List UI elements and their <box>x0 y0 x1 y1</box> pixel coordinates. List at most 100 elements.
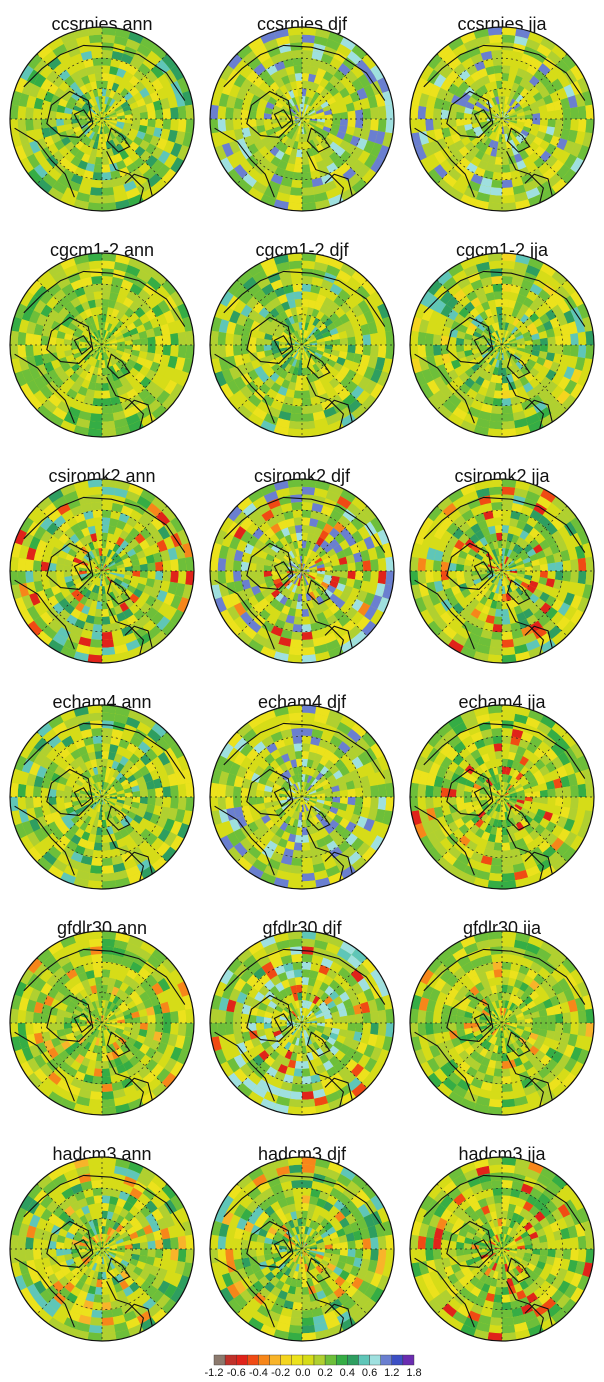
heatmap-cell <box>418 544 430 560</box>
heatmap-cell <box>491 558 498 566</box>
heatmap-cell <box>497 555 501 564</box>
heatmap-cell <box>225 107 234 119</box>
heatmap-cell <box>533 382 546 395</box>
heatmap-cell <box>109 89 116 99</box>
heatmap-cell <box>102 571 110 573</box>
heatmap-cell <box>491 106 498 114</box>
heatmap-cell <box>125 716 141 729</box>
heatmap-cell <box>508 109 516 116</box>
heatmap-cell <box>91 558 98 566</box>
heatmap-cell <box>297 564 302 571</box>
heatmap-cell <box>263 38 279 51</box>
heatmap-cell <box>314 105 323 113</box>
heatmap-cell <box>496 112 502 119</box>
heatmap-cell <box>104 322 110 331</box>
heatmap-cell <box>529 538 540 549</box>
heatmap-cell <box>102 880 117 889</box>
heatmap-cell <box>318 323 327 332</box>
heatmap-cell <box>97 119 102 126</box>
heatmap-cell <box>547 336 556 345</box>
heatmap-cell <box>528 420 544 433</box>
heatmap-cell <box>308 809 316 818</box>
heatmap-cell <box>323 543 334 553</box>
heatmap-cell <box>585 345 594 360</box>
heatmap-cell <box>271 335 281 342</box>
heatmap-cell <box>102 119 109 124</box>
heatmap-cell <box>353 100 363 111</box>
heatmap-cell <box>248 352 259 362</box>
heatmap-cell <box>516 293 527 305</box>
heatmap-cell <box>450 320 462 331</box>
heatmap-cell <box>151 756 164 770</box>
heatmap-cell <box>98 812 102 820</box>
heatmap-cell <box>271 348 281 355</box>
heatmap-cell <box>484 372 493 382</box>
heatmap-cell <box>300 797 302 805</box>
heatmap-cell <box>331 559 340 567</box>
heatmap-cell <box>288 260 302 270</box>
heatmap-cell <box>139 563 148 571</box>
heatmap-cell <box>289 349 297 356</box>
heatmap-cell <box>155 787 164 797</box>
heatmap-cell <box>577 597 590 613</box>
heatmap-cell <box>214 597 227 613</box>
heatmap-cell <box>456 576 466 586</box>
heatmap-cell <box>79 799 88 805</box>
heatmap-cell <box>247 167 262 182</box>
heatmap-cell <box>261 283 275 296</box>
heatmap-cell <box>302 337 305 345</box>
heatmap-cell <box>217 119 227 133</box>
heatmap-cell <box>83 543 92 553</box>
heatmap-cell <box>138 782 148 792</box>
heatmap-cell <box>502 509 512 518</box>
heatmap-cell <box>109 139 116 149</box>
heatmap-cell <box>502 73 510 82</box>
heatmap-cell <box>87 155 97 165</box>
heatmap-cell <box>467 180 481 192</box>
heatmap-cell <box>545 534 557 547</box>
heatmap-cell <box>477 293 488 305</box>
heatmap-cell <box>110 58 121 68</box>
heatmap-cell <box>256 350 266 360</box>
heatmap-cell <box>461 91 471 102</box>
heatmap-cell <box>463 565 472 571</box>
heatmap-cell <box>102 532 108 541</box>
heatmap-cell <box>292 592 299 602</box>
heatmap-cell <box>357 150 371 165</box>
heatmap-cell <box>520 581 530 590</box>
heatmap-cell <box>339 376 352 389</box>
heatmap-cell <box>488 541 495 551</box>
heatmap-cell <box>225 559 234 571</box>
heatmap-cell <box>464 107 473 115</box>
heatmap-cell <box>247 508 262 523</box>
heatmap-cell <box>124 81 135 92</box>
heatmap-cell <box>94 585 100 594</box>
heatmap-cell <box>74 592 84 603</box>
heatmap-cell <box>40 109 49 119</box>
heatmap-cell <box>103 329 107 338</box>
heatmap-cell <box>91 97 98 106</box>
heatmap-cell <box>452 269 468 283</box>
heatmap-cell <box>105 125 112 133</box>
heatmap-cell <box>94 359 100 368</box>
heatmap-cell <box>33 73 47 88</box>
heatmap-cell <box>519 304 530 314</box>
heatmap-cell <box>325 490 341 503</box>
heatmap-cell <box>98 360 102 368</box>
panel-title: cgcm1-2 djf <box>255 240 349 260</box>
heatmap-cell <box>92 509 102 518</box>
heatmap-cell <box>147 119 156 128</box>
heatmap-cell <box>333 588 343 599</box>
heatmap-cell <box>115 320 124 329</box>
heatmap-cell <box>47 143 59 156</box>
heatmap-cell <box>363 310 375 324</box>
heatmap-cell <box>306 332 313 340</box>
heatmap-cell <box>502 479 517 488</box>
heatmap-cell <box>64 753 75 765</box>
heatmap-cell <box>56 400 71 414</box>
heatmap-cell <box>94 568 102 571</box>
heatmap-cell <box>279 345 287 349</box>
heatmap-cell <box>315 546 324 555</box>
heatmap-cell <box>129 354 139 363</box>
heatmap-cell <box>102 502 113 511</box>
